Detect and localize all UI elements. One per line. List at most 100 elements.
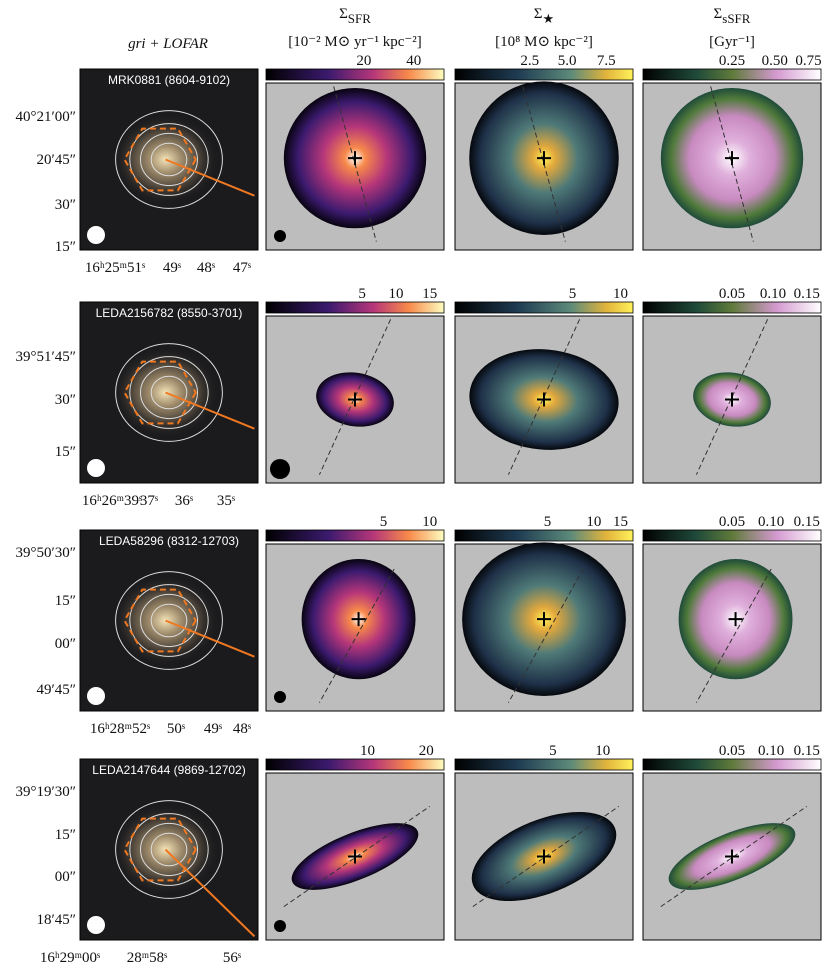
column-title: Σ★: [534, 6, 554, 26]
jet-axis: [164, 848, 256, 938]
center-marker: [348, 392, 362, 407]
colorbar-tick-label: 5: [380, 514, 388, 530]
radio-contour: [129, 584, 209, 657]
ra-tick-label: 16ʰ28ᵐ52ˢ: [90, 721, 150, 737]
ra-tick-label: 36ˢ: [175, 493, 193, 509]
jet-axis: [165, 158, 255, 197]
colorbar-tick-label: 10: [360, 743, 375, 759]
colorbar-tick-label: 15: [613, 514, 628, 530]
colorbar: [454, 68, 634, 81]
colorbar-tick-label: 10: [422, 514, 437, 530]
colorbar-tick-label: 0.10: [758, 743, 784, 759]
radio-contour: [150, 603, 188, 638]
radio-contour: [140, 365, 198, 420]
colorbar-tick-label: 40: [406, 53, 421, 69]
colorbar-tick-label: 10: [613, 286, 628, 302]
colorbar-tick-label: 15: [422, 286, 437, 302]
dec-tick-label: 18′45″: [36, 912, 76, 928]
colorbar: [454, 529, 634, 542]
colorbar-tick-label: 0.05: [719, 743, 745, 759]
dec-tick-label: 39°19′30″: [15, 784, 76, 800]
colorbar: [265, 301, 445, 314]
dec-tick-label: 15″: [55, 239, 76, 255]
colorbar: [265, 529, 445, 542]
column-unit: [Gyr⁻¹]: [709, 34, 755, 50]
psf-beam: [274, 230, 286, 242]
ifu-hexagon: [123, 817, 197, 882]
colorbar: [642, 529, 822, 542]
galaxy-label: MRK0881 (8604-9102): [108, 73, 230, 87]
ifu-hexagon: [123, 127, 197, 192]
beam: [87, 916, 105, 934]
colorbar-tick-label: 10: [586, 514, 601, 530]
galaxy-row: LEDA58296 (8312-12703) 39°50′30″ 15″ 00″ 49′…: [15, 514, 822, 737]
ra-tick-label: 16ʰ26ᵐ39ˢ: [82, 493, 142, 509]
column-title: ΣSFR: [339, 6, 371, 26]
center-marker: [725, 849, 739, 864]
center-marker: [725, 151, 739, 166]
colorbar-tick-label: 5: [569, 286, 577, 302]
colorbar: [642, 758, 822, 771]
colorbar-tick-label: 5.0: [558, 53, 577, 69]
colorbar-tick-label: 0.15: [794, 286, 820, 302]
dec-tick-label: 15″: [55, 444, 76, 460]
center-marker: [348, 151, 362, 166]
colorbar-tick-label: 0.05: [719, 514, 745, 530]
dec-tick-label: 49′45″: [36, 682, 76, 698]
column-title: gri + LOFAR: [128, 36, 208, 52]
center-marker: [537, 151, 551, 166]
colorbar-tick-label: 5: [549, 743, 557, 759]
colorbar-tick-label: 5: [358, 286, 366, 302]
radio-contour: [129, 356, 209, 429]
symbol: Σ: [714, 6, 723, 22]
subscript: sSFR: [722, 11, 751, 26]
galaxy-row: LEDA2156782 (8550-3701) 39°51′45″ 30″ 15″ 16…: [15, 286, 822, 509]
column-unit: [10⁻² M⊙ yr⁻¹ kpc⁻²]: [288, 34, 422, 50]
ifu-hexagon: [123, 360, 197, 425]
ra-tick-label: 47ˢ: [233, 260, 251, 276]
galaxy-row: LEDA2147644 (9869-12702) 39°19′30″ 15″ 00″ 1…: [15, 743, 822, 966]
psf-beam: [270, 459, 290, 479]
colorbar-tick-label: 5: [544, 514, 552, 530]
colorbar-tick-label: 0.05: [719, 286, 745, 302]
radio-contour: [115, 571, 223, 670]
colorbar-tick-label: 2.5: [520, 53, 539, 69]
colorbar-tick-label: 0.15: [794, 743, 820, 759]
jet-axis-projection: [507, 319, 581, 475]
radio-contour: [115, 343, 223, 442]
center-marker: [725, 392, 739, 407]
ra-tick-label: 56ˢ: [223, 950, 241, 966]
colorbar-tick-label: 0.50: [762, 53, 788, 69]
galaxy-row: MRK0881 (8604-9102) 40°21′00″ 20′45″ 30″ 15″…: [15, 53, 821, 276]
jet-axis-projection: [507, 568, 584, 703]
dec-tick-label: 30″: [55, 392, 76, 408]
column-title: ΣsSFR: [714, 6, 751, 26]
colorbar-tick-label: 0.15: [794, 514, 820, 530]
radio-contour: [129, 123, 209, 196]
colorbar-tick-label: 0.25: [719, 53, 745, 69]
galaxy-label: LEDA58296 (8312-12703): [99, 534, 239, 548]
symbol: Σ: [534, 6, 543, 22]
ra-tick-label: 16ʰ25ᵐ51ˢ: [85, 260, 145, 276]
beam: [87, 226, 105, 244]
ra-tick-label: 48ˢ: [233, 721, 251, 737]
center-marker: [728, 612, 743, 627]
colorbar-tick-label: 7.5: [597, 53, 616, 69]
dec-tick-label: 30″: [55, 197, 76, 213]
jet-axis: [165, 391, 255, 430]
colorbar: [265, 68, 445, 81]
dec-tick-label: 39°50′30″: [15, 545, 76, 561]
radio-contour: [140, 593, 198, 648]
colorbar-tick-label: 0.75: [795, 53, 821, 69]
jet-axis: [165, 619, 255, 658]
column-unit: [10⁸ M⊙ kpc⁻²]: [495, 34, 593, 50]
colorbar-tick-label: 10: [595, 743, 610, 759]
galaxy-label: LEDA2156782 (8550-3701): [96, 306, 243, 320]
jet-axis-projection: [318, 319, 392, 475]
galaxy-label: LEDA2147644 (9869-12702): [92, 763, 245, 777]
subscript: SFR: [348, 11, 371, 26]
colorbar: [265, 758, 445, 771]
center-marker: [537, 612, 551, 627]
ra-tick-label: 50ˢ: [167, 721, 185, 737]
